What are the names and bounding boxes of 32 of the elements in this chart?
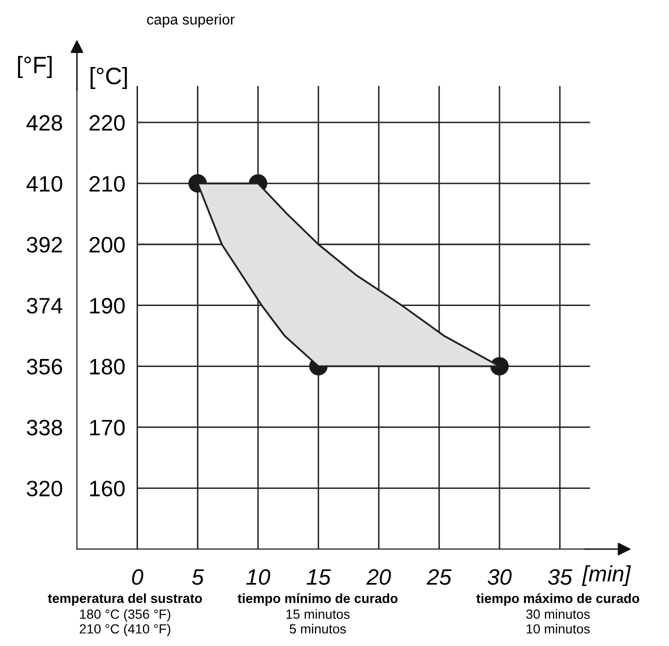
y2-tick-label: 392: [26, 236, 62, 253]
text: tiempo máximo de curado: [476, 593, 640, 606]
x-axis-title: [min]: [582, 565, 631, 586]
text: 180 °C (356 °F) 210 °C (410 °F): [80, 609, 170, 636]
x-tick-label: 10: [246, 569, 270, 585]
y2-axis-title: [°F]: [18, 56, 52, 78]
y-tick-label: 210: [90, 176, 125, 192]
y2-tick-label: 320: [26, 480, 62, 496]
x-tick-label: 15: [306, 569, 331, 585]
x-tick-label: 35: [548, 569, 572, 585]
y2-tick-label: 374: [26, 298, 62, 314]
y-tick-label: 220: [90, 115, 125, 131]
y2-tick-label: 410: [26, 176, 62, 192]
y-axis-title: [°C]: [90, 67, 127, 90]
y2-tick-label: 428: [26, 115, 62, 131]
text: 30 minutos 10 minutos: [526, 609, 590, 634]
text: tiempo mínimo de curado: [238, 593, 398, 606]
y-tick-label: 180: [90, 358, 125, 375]
text: 15 minutos 5 minutos: [286, 609, 350, 634]
y-tick-label: 160: [90, 480, 125, 496]
text: temperatura del sustrato: [48, 593, 202, 606]
y2-tick-label: 356: [26, 358, 62, 375]
x-tick-label: 25: [426, 569, 452, 585]
x-tick-label: 20: [366, 569, 391, 585]
y2-tick-label: 338: [26, 420, 62, 436]
chart-title: capa superior: [147, 14, 235, 28]
y-tick-label: 200: [90, 236, 125, 253]
x-tick-label: 5: [192, 569, 204, 585]
x-tick-label: 0: [132, 569, 144, 585]
x-tick-label: 30: [488, 569, 512, 585]
y-tick-label: 190: [90, 298, 125, 314]
y-tick-label: 170: [90, 420, 125, 436]
